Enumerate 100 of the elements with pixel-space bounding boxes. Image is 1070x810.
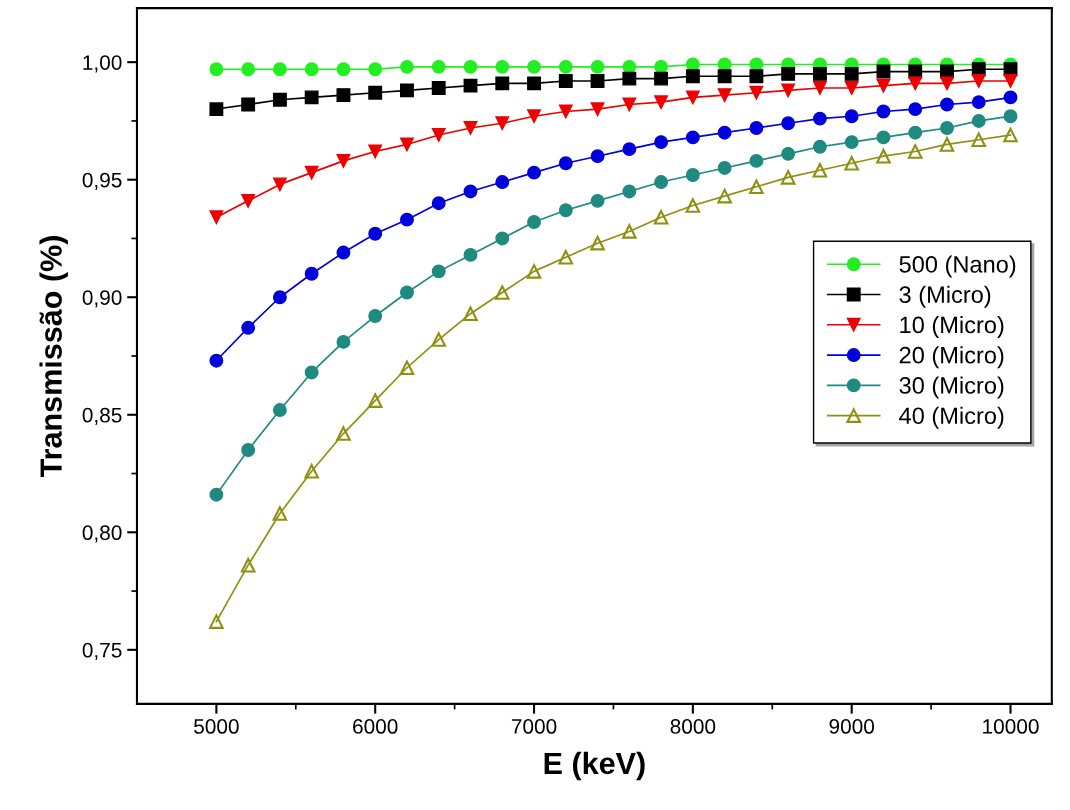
x-tick-label: 9000 — [829, 719, 875, 734]
point — [876, 130, 891, 145]
point — [717, 160, 732, 175]
point — [495, 231, 510, 246]
point — [812, 66, 827, 81]
point — [240, 557, 256, 573]
point — [780, 170, 796, 185]
point — [431, 81, 446, 95]
point — [368, 309, 383, 323]
point — [400, 285, 414, 300]
point — [590, 59, 605, 74]
point — [971, 113, 986, 128]
point — [558, 203, 573, 218]
point — [304, 62, 319, 77]
point — [876, 78, 891, 93]
point — [781, 146, 796, 161]
x-tick-label: 7000 — [511, 719, 557, 734]
point — [495, 116, 510, 131]
point — [844, 81, 859, 95]
x-tick-label: 10000 — [983, 719, 1039, 734]
point — [463, 59, 478, 74]
point — [876, 148, 891, 164]
point — [463, 78, 478, 93]
point — [717, 188, 732, 204]
point — [463, 306, 478, 321]
point — [1003, 90, 1018, 105]
point — [812, 139, 827, 154]
point — [368, 226, 383, 241]
point — [940, 76, 954, 91]
point — [304, 90, 319, 105]
point — [939, 137, 955, 152]
point — [876, 104, 891, 119]
point — [463, 121, 478, 135]
point — [336, 153, 351, 168]
point — [812, 111, 827, 126]
point — [527, 215, 541, 229]
y-tick-label: 0,85 — [82, 407, 122, 425]
point — [749, 121, 764, 135]
y-axis-title: Transmissão (%) — [39, 236, 68, 478]
point — [685, 90, 700, 105]
point — [272, 403, 287, 418]
point — [1003, 74, 1018, 88]
point — [209, 487, 224, 502]
point — [654, 59, 669, 74]
point — [209, 62, 224, 77]
x-tick-label: 5000 — [194, 719, 239, 734]
point — [844, 155, 859, 171]
point — [400, 212, 414, 227]
point — [622, 184, 637, 199]
point — [336, 334, 351, 349]
point — [940, 97, 954, 112]
point — [304, 463, 319, 479]
point — [590, 193, 605, 208]
point — [495, 59, 510, 74]
point — [368, 144, 383, 159]
y-tick-label: 0,95 — [82, 172, 122, 190]
point — [717, 125, 732, 140]
point — [209, 353, 224, 368]
point — [654, 135, 669, 150]
point — [463, 184, 478, 199]
point — [367, 393, 383, 408]
point — [749, 179, 764, 195]
point — [272, 177, 287, 192]
point — [304, 266, 319, 281]
point — [590, 149, 605, 164]
point — [304, 365, 319, 380]
point — [907, 144, 923, 159]
point — [241, 443, 256, 457]
point — [336, 426, 351, 441]
point — [844, 135, 859, 150]
point — [526, 264, 542, 279]
point — [368, 85, 383, 100]
x-tick-label: 6000 — [353, 719, 398, 734]
point — [654, 175, 669, 189]
point — [622, 224, 637, 239]
point — [495, 76, 510, 91]
point — [717, 69, 732, 84]
point — [494, 285, 510, 300]
point — [241, 320, 256, 335]
point — [908, 76, 923, 91]
point — [241, 97, 256, 112]
point — [431, 59, 446, 74]
point — [431, 128, 446, 142]
point — [399, 360, 415, 376]
point — [495, 175, 510, 189]
point — [622, 71, 637, 86]
legend-label: 500 (Nano) — [899, 255, 1016, 278]
point — [622, 97, 637, 112]
point — [431, 264, 446, 279]
point — [876, 64, 891, 79]
point — [908, 125, 923, 140]
point — [685, 198, 701, 213]
point — [1003, 109, 1018, 124]
point — [654, 71, 669, 86]
point — [272, 62, 287, 77]
point — [558, 104, 573, 119]
point — [908, 102, 923, 117]
point — [749, 69, 764, 84]
point — [527, 109, 541, 124]
point — [812, 81, 827, 95]
